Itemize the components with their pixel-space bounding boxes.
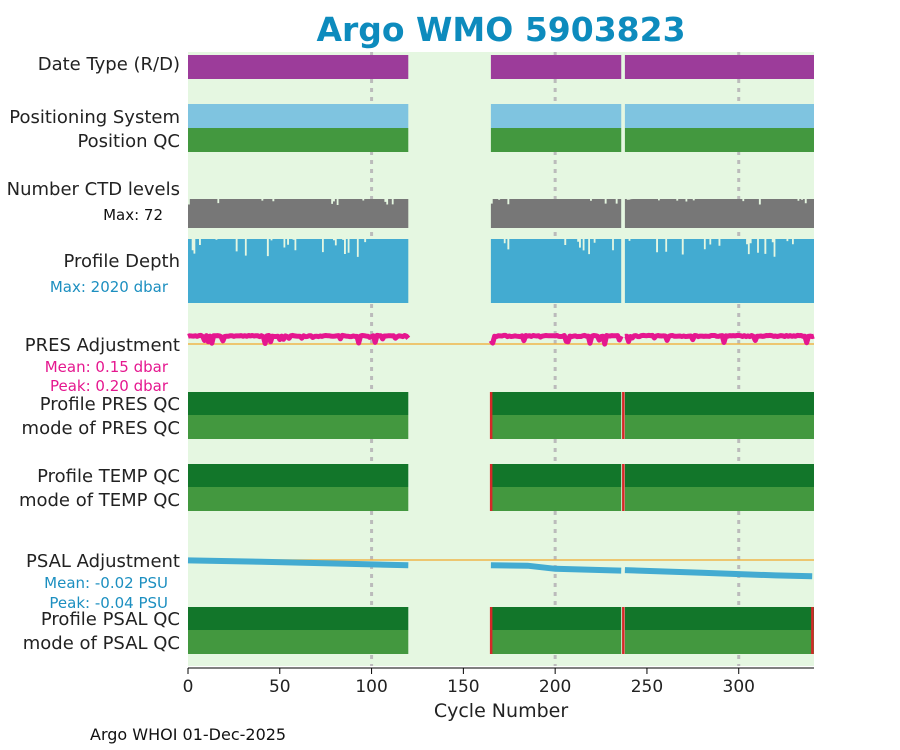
date-type-bar-0 bbox=[188, 55, 409, 79]
psal-qc-mode-bar-0 bbox=[188, 630, 409, 654]
label-pres-adjustment: PRES Adjustment bbox=[25, 335, 180, 356]
profile-depth-bars-2 bbox=[624, 239, 814, 303]
pres-qc-profile-bar-0 bbox=[188, 392, 409, 415]
psal-qc-profile-bar-2 bbox=[624, 607, 814, 630]
label-pres-qc-mode: mode of PRES QC bbox=[22, 418, 180, 439]
label-position-qc: Position QC bbox=[77, 131, 180, 152]
label-psal-adjustment: PSAL Adjustment bbox=[26, 551, 180, 572]
temp-qc-profile-bar-0 bbox=[188, 464, 409, 487]
position-qc-bar-0 bbox=[188, 128, 409, 152]
label-positioning: Positioning System bbox=[9, 107, 180, 128]
temp-qc-mode-bar-0 bbox=[188, 487, 409, 511]
position-qc-bar-1 bbox=[490, 128, 622, 152]
psal-adj-line-1 bbox=[490, 562, 622, 574]
date-type-bar-2 bbox=[624, 55, 814, 79]
x-tick-label-200: 200 bbox=[539, 677, 571, 697]
psal-qc-profile-bar-1 bbox=[490, 607, 622, 630]
x-tick-label-150: 150 bbox=[447, 677, 479, 697]
x-tick-label-250: 250 bbox=[631, 677, 663, 697]
pres-qc-mode-bar-0 bbox=[188, 415, 409, 439]
ctd-max-stat: Max: 72 bbox=[103, 206, 163, 224]
pres-adj-line-2 bbox=[624, 332, 815, 346]
ctd-levels-bars-0 bbox=[188, 199, 409, 228]
label-ctd-levels: Number CTD levels bbox=[7, 179, 180, 200]
label-profile-depth: Profile Depth bbox=[63, 251, 180, 272]
positioning-bar-1 bbox=[490, 104, 622, 128]
psal-qc-flag-1 bbox=[622, 607, 625, 654]
x-tick-label-0: 0 bbox=[183, 677, 194, 697]
pres-adj-line-0 bbox=[187, 332, 411, 346]
psal-adj-line-2 bbox=[624, 567, 813, 580]
x-tick-label-300: 300 bbox=[723, 677, 755, 697]
pres-qc-flag-0 bbox=[489, 392, 493, 439]
ctd-levels-bars-1 bbox=[490, 199, 622, 228]
temp-qc-mode-bar-2 bbox=[624, 487, 814, 511]
ctd-levels-bars-2 bbox=[624, 199, 814, 228]
pres-qc-flag-1 bbox=[622, 392, 625, 439]
pres-qc-mode-bar-1 bbox=[490, 415, 622, 439]
positioning-bar-2 bbox=[624, 104, 814, 128]
position-qc-bar-2 bbox=[624, 128, 814, 152]
temp-qc-mode-bar-1 bbox=[490, 487, 622, 511]
profile-depth-bars-1 bbox=[490, 239, 622, 303]
x-axis-label: Cycle Number bbox=[434, 700, 568, 722]
pres-adj-line-1 bbox=[488, 332, 624, 347]
pres-adj-mean-stat: Mean: 0.15 dbar bbox=[45, 358, 169, 376]
pres-adj-peak-stat: Peak: 0.20 dbar bbox=[50, 377, 169, 395]
psal-qc-mode-bar-2 bbox=[624, 630, 814, 654]
psal-qc-mode-bar-1 bbox=[490, 630, 622, 654]
label-temp-qc-mode: mode of TEMP QC bbox=[19, 490, 180, 511]
pres-qc-profile-bar-1 bbox=[490, 392, 622, 415]
psal-adj-line-0 bbox=[187, 557, 409, 569]
label-pres-qc-profile: Profile PRES QC bbox=[40, 394, 180, 415]
psal-qc-flag-2 bbox=[811, 607, 814, 654]
footer-credit: Argo WHOI 01-Dec-2025 bbox=[90, 725, 287, 744]
psal-qc-flag-0 bbox=[489, 607, 493, 654]
temp-qc-profile-bar-1 bbox=[490, 464, 622, 487]
temp-qc-flag-0 bbox=[489, 464, 493, 511]
pres-qc-profile-bar-2 bbox=[624, 392, 814, 415]
x-tick-label-100: 100 bbox=[355, 677, 387, 697]
x-tick-label-50: 50 bbox=[269, 677, 291, 697]
positioning-bar-0 bbox=[188, 104, 409, 128]
pres-qc-mode-bar-2 bbox=[624, 415, 814, 439]
psal-adj-mean-stat: Mean: -0.02 PSU bbox=[44, 574, 168, 592]
label-psal-qc-mode: mode of PSAL QC bbox=[23, 633, 180, 654]
temp-qc-profile-bar-2 bbox=[624, 464, 814, 487]
chart-title: Argo WMO 5903823 bbox=[316, 10, 686, 49]
label-date-type: Date Type (R/D) bbox=[38, 54, 180, 75]
date-type-bar-1 bbox=[490, 55, 622, 79]
label-psal-qc-profile: Profile PSAL QC bbox=[41, 609, 180, 630]
profile-depth-bars-0 bbox=[188, 239, 409, 303]
psal-adj-peak-stat: Peak: -0.04 PSU bbox=[49, 594, 168, 612]
temp-qc-flag-1 bbox=[622, 464, 625, 511]
label-temp-qc-profile: Profile TEMP QC bbox=[37, 466, 180, 487]
psal-qc-profile-bar-0 bbox=[188, 607, 409, 630]
depth-max-stat: Max: 2020 dbar bbox=[50, 278, 169, 296]
